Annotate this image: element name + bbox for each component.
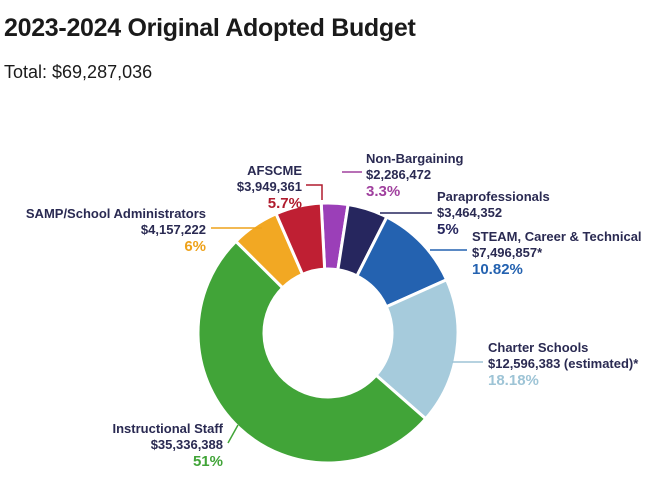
label-name-paraprofessionals: Paraprofessionals [437,189,550,204]
slice-charter-schools [374,278,460,421]
slice-instructional-staff [196,239,428,465]
leader-line-instructional-staff [227,424,239,444]
label-value-steam-career-technical: $7,496,857* [472,245,543,260]
label-name-afscme: AFSCME [247,163,302,178]
slice-afscme [274,201,327,276]
leader-line-afscme [306,184,323,200]
label-name-steam-career-technical: STEAM, Career & Technical [472,229,642,244]
label-percent-samp-school-administrators: 6% [184,238,206,255]
label-value-samp-school-administrators: $4,157,222 [141,222,206,237]
chart-slices [196,201,460,465]
label-percent-steam-career-technical: 10.82% [472,261,523,278]
label-name-samp-school-administrators: SAMP/School Administrators [26,206,206,221]
chart-leader-lines [211,171,483,444]
label-name-charter-schools: Charter Schools [488,340,588,355]
label-value-instructional-staff: $35,336,388 [151,437,223,452]
label-percent-afscme: 5.7% [268,195,302,212]
label-name-non-bargaining: Non-Bargaining [366,151,464,166]
chart-title: 2023-2024 Original Adopted Budget [4,14,416,42]
label-percent-instructional-staff: 51% [193,453,223,470]
label-percent-non-bargaining: 3.3% [366,183,400,200]
label-percent-paraprofessionals: 5% [437,221,459,238]
label-name-instructional-staff: Instructional Staff [112,421,223,436]
label-value-afscme: $3,949,361 [237,179,302,194]
label-percent-charter-schools: 18.18% [488,372,539,389]
chart-subtitle: Total: $69,287,036 [4,62,153,82]
label-value-paraprofessionals: $3,464,352 [437,205,502,220]
label-value-charter-schools: $12,596,383 (estimated)* [488,356,639,371]
label-value-non-bargaining: $2,286,472 [366,167,431,182]
